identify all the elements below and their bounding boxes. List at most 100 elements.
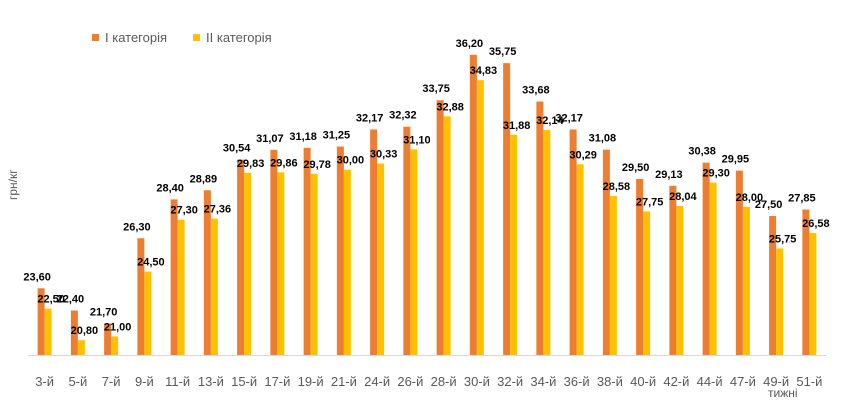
bar-series-2-40-й <box>643 211 651 355</box>
x-tick-label-47-й: 47-й <box>730 374 756 389</box>
bar-series-2-34-й <box>543 130 551 355</box>
bar-series-2-17-й <box>277 172 285 355</box>
data-label-series-2-36-й: 30,29 <box>569 149 597 161</box>
data-label-series-2-34-й: 32,14 <box>536 115 564 127</box>
bar-series-1-19-й <box>303 147 311 355</box>
data-label-series-1-21-й: 31,25 <box>323 130 351 142</box>
x-tick-label-42-й: 42-й <box>663 374 689 389</box>
bar-series-2-32-й <box>510 134 518 355</box>
data-label-series-2-38-й: 28,58 <box>603 181 631 193</box>
bar-series-1-5-й <box>70 310 78 355</box>
data-label-series-2-21-й: 30,00 <box>337 155 365 167</box>
data-label-series-1-7-й: 21,70 <box>90 307 118 319</box>
bar-series-1-44-й <box>702 162 710 355</box>
bar-series-2-11-й <box>177 219 185 355</box>
bar-series-2-19-й <box>310 173 318 355</box>
bar-series-1-24-й <box>370 129 378 355</box>
legend: I категорія II категорія <box>92 30 272 45</box>
legend-swatch-series-1 <box>92 34 99 41</box>
x-tick-label-3-й: 3-й <box>35 374 54 389</box>
bar-series-1-34-й <box>536 101 544 356</box>
data-label-series-1-24-й: 32,17 <box>356 112 384 124</box>
x-axis-title: тижні <box>768 386 798 400</box>
legend-item-series-2: II категорія <box>193 30 272 45</box>
bar-series-2-9-й <box>144 271 152 355</box>
bar-series-1-11-й <box>170 199 178 355</box>
data-label-series-2-32-й: 31,88 <box>503 120 531 132</box>
data-label-series-2-42-й: 28,04 <box>669 191 697 203</box>
data-label-series-2-26-й: 31,10 <box>403 134 431 146</box>
data-label-series-1-38-й: 31,08 <box>589 133 617 145</box>
legend-item-series-1: I категорія <box>92 30 167 45</box>
data-label-series-2-3-й: 22,50 <box>37 294 65 306</box>
data-label-series-1-26-й: 32,32 <box>389 110 417 122</box>
data-label-series-1-17-й: 31,07 <box>256 133 284 145</box>
data-label-series-1-42-й: 29,13 <box>655 169 683 181</box>
x-tick-label-49-й: 49-й <box>763 374 789 389</box>
data-label-series-1-15-й: 30,54 <box>223 143 251 155</box>
x-tick-label-11-й: 11-й <box>165 374 190 389</box>
data-label-series-1-19-й: 31,18 <box>289 131 317 143</box>
data-label-series-2-49-й: 25,75 <box>769 233 797 245</box>
x-tick-label-24-й: 24-й <box>364 374 390 389</box>
data-label-series-2-40-й: 27,75 <box>636 196 664 208</box>
x-tick-label-44-й: 44-й <box>697 374 723 389</box>
bar-series-1-51-й <box>802 209 810 355</box>
data-label-series-1-34-й: 33,68 <box>522 85 550 97</box>
x-tick-label-5-й: 5-й <box>68 374 87 389</box>
data-label-series-1-40-й: 29,50 <box>622 162 650 174</box>
data-label-series-2-51-й: 26,58 <box>802 218 830 230</box>
data-label-series-2-30-й: 34,83 <box>470 65 498 77</box>
data-label-series-2-5-й: 20,80 <box>71 325 99 337</box>
bar-series-1-21-й <box>336 146 344 355</box>
x-tick-label-17-й: 17-й <box>264 374 290 389</box>
data-label-series-2-11-й: 27,30 <box>170 205 198 217</box>
bar-series-2-51-й <box>809 233 817 355</box>
data-label-series-1-28-й: 33,75 <box>422 83 450 95</box>
bar-series-2-47-й <box>742 206 750 355</box>
bar-series-2-30-й <box>476 80 484 355</box>
bar-series-1-49-й <box>769 216 777 355</box>
x-tick-label-19-й: 19-й <box>298 374 324 389</box>
bar-series-1-32-й <box>503 63 511 355</box>
data-label-series-1-13-й: 28,89 <box>190 173 218 185</box>
bar-series-2-26-й <box>410 149 418 355</box>
data-label-series-1-32-й: 35,75 <box>489 46 517 58</box>
bar-series-2-38-й <box>609 196 617 355</box>
legend-swatch-series-2 <box>193 34 201 41</box>
x-tick-label-15-й: 15-й <box>231 374 257 389</box>
bar-series-2-24-й <box>377 163 385 355</box>
bar-series-1-15-й <box>237 159 245 355</box>
bar-series-2-36-й <box>576 164 584 355</box>
x-tick-label-32-й: 32-й <box>497 374 523 389</box>
data-label-series-2-9-й: 24,50 <box>137 257 165 269</box>
data-label-series-1-51-й: 27,85 <box>788 193 816 205</box>
legend-label-series-2: II категорія <box>206 30 272 45</box>
x-tick-label-21-й: 21-й <box>331 374 357 389</box>
bar-series-2-49-й <box>776 248 784 355</box>
bar-series-2-5-й <box>77 340 85 355</box>
bar-series-2-15-й <box>244 172 252 355</box>
bar-series-1-26-й <box>403 126 411 355</box>
data-label-series-2-28-й: 32,88 <box>436 101 464 113</box>
x-tick-label-40-й: 40-й <box>630 374 656 389</box>
bar-series-1-42-й <box>669 185 677 355</box>
bar-series-1-38-й <box>602 149 610 355</box>
x-tick-label-7-й: 7-й <box>102 374 121 389</box>
bar-series-1-7-й <box>104 323 112 355</box>
bar-series-1-30-й <box>469 54 477 356</box>
data-label-series-2-7-й: 21,00 <box>104 321 132 333</box>
x-tick-label-51-й: 51-й <box>796 374 822 389</box>
legend-label-series-1: I категорія <box>105 30 168 45</box>
x-tick-label-38-й: 38-й <box>597 374 623 389</box>
bar-series-1-36-й <box>569 129 577 355</box>
data-label-series-2-44-й: 29,30 <box>702 168 730 180</box>
bar-series-1-3-й <box>37 288 45 355</box>
bar-series-1-13-й <box>203 190 211 355</box>
bar-series-2-3-й <box>44 308 52 355</box>
x-tick-label-36-й: 36-й <box>564 374 590 389</box>
bar-series-2-42-й <box>676 206 684 355</box>
x-tick-label-30-й: 30-й <box>464 374 490 389</box>
bar-series-1-28-й <box>436 100 444 356</box>
